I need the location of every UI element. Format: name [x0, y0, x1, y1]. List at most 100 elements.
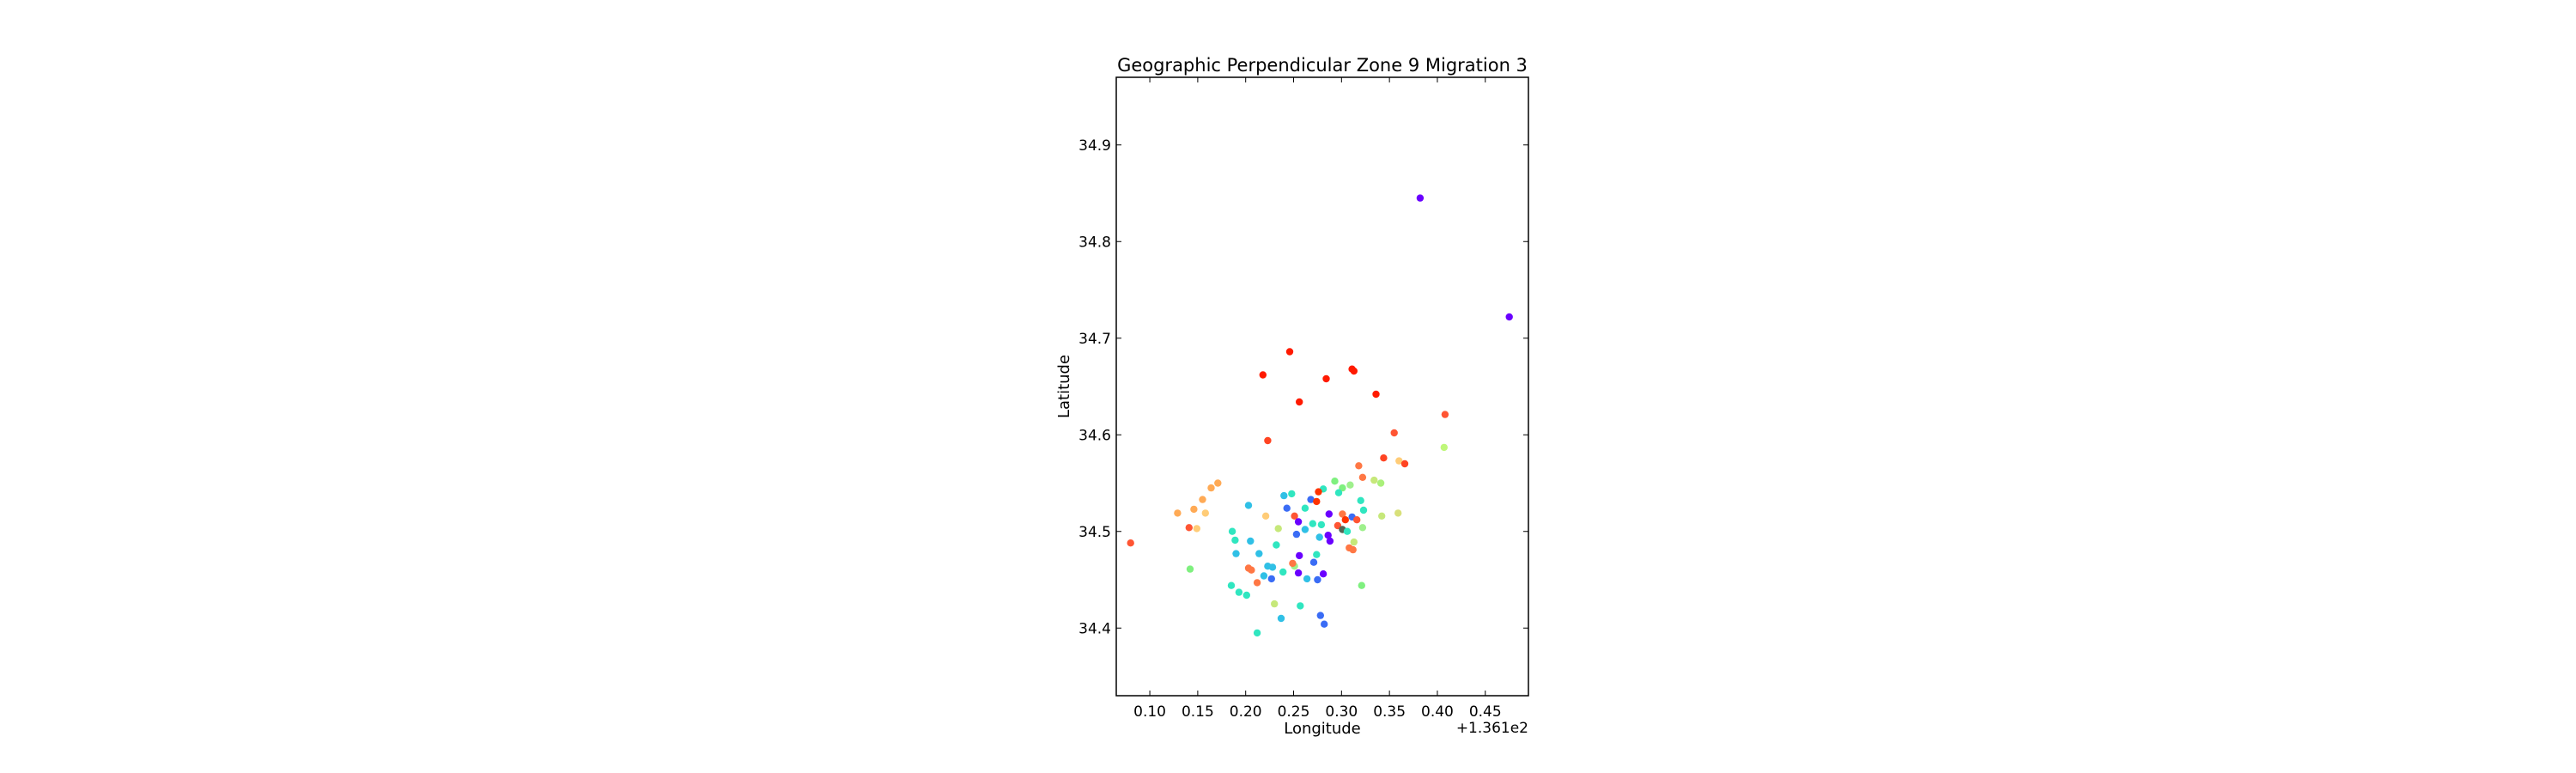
data-point [1274, 525, 1282, 533]
y-tick-label: 34.8 [1078, 234, 1111, 251]
data-point [1315, 488, 1322, 496]
y-tick-label: 34.9 [1078, 137, 1111, 155]
data-point [1325, 510, 1334, 518]
data-point [1248, 566, 1255, 574]
data-point [1319, 570, 1327, 578]
data-point [1313, 497, 1321, 506]
data-point [1315, 533, 1323, 541]
data-point [1207, 484, 1215, 492]
data-point [1280, 491, 1288, 500]
data-point [1277, 614, 1285, 623]
data-point [1309, 520, 1317, 527]
data-point [1350, 538, 1358, 546]
data-point [1326, 537, 1334, 545]
data-point [1370, 476, 1378, 484]
y-tick-label: 34.6 [1078, 427, 1111, 444]
data-point [1283, 504, 1291, 512]
data-point [1357, 496, 1364, 504]
data-point [1174, 509, 1182, 517]
data-point [1394, 509, 1402, 517]
data-point [1301, 526, 1309, 533]
data-point [1268, 563, 1277, 571]
data-point [1358, 524, 1367, 532]
data-point [1294, 518, 1303, 526]
data-point [1324, 532, 1332, 539]
data-point [1339, 510, 1346, 518]
data-point [1291, 512, 1298, 520]
data-point [1244, 502, 1253, 509]
data-point [1314, 575, 1321, 584]
data-point [1395, 457, 1403, 465]
data-point [1416, 194, 1425, 202]
y-tick-label: 34.4 [1078, 620, 1111, 637]
data-point [1358, 581, 1366, 589]
x-tick-label: 0.35 [1373, 703, 1406, 721]
data-point [1296, 398, 1303, 406]
data-point [1185, 524, 1194, 532]
data-point [1309, 558, 1318, 566]
data-point [1378, 512, 1386, 520]
data-point [1441, 411, 1449, 418]
data-point [1260, 572, 1268, 580]
x-tick-label: 0.40 [1421, 703, 1454, 721]
data-point [1313, 551, 1321, 558]
data-point [1288, 490, 1296, 498]
data-point [1285, 348, 1294, 356]
data-point [1190, 505, 1198, 514]
data-point [1321, 620, 1328, 628]
data-point [1372, 390, 1380, 399]
x-axis-ticks: 0.10 0.15 0.20 0.25 0.30 0.35 0.40 0.45 [1133, 77, 1502, 721]
x-offset-label: +1.361e2 [1456, 720, 1528, 737]
y-tick-label: 34.7 [1078, 331, 1111, 348]
data-point [1186, 565, 1194, 573]
y-tick-label: 34.5 [1078, 524, 1111, 541]
data-point [1303, 575, 1311, 583]
data-point [1400, 460, 1409, 468]
data-point [1214, 479, 1222, 487]
data-point [1317, 520, 1326, 529]
data-point [1235, 588, 1243, 596]
x-tick-label: 0.15 [1182, 703, 1214, 721]
data-point [1201, 509, 1210, 517]
data-point [1316, 612, 1325, 619]
data-point [1331, 478, 1339, 485]
y-axis-label: Latitude [1055, 355, 1073, 418]
data-point [1127, 539, 1134, 547]
data-point [1199, 496, 1206, 503]
x-tick-label: 0.30 [1325, 703, 1358, 721]
data-point [1380, 454, 1388, 462]
data-point [1279, 568, 1287, 576]
data-point [1227, 581, 1236, 589]
data-point [1334, 489, 1343, 496]
data-point [1232, 550, 1240, 557]
x-tick-label: 0.25 [1278, 703, 1310, 721]
x-tick-label: 0.20 [1230, 703, 1262, 721]
x-tick-label: 0.45 [1469, 703, 1502, 721]
data-point [1271, 600, 1279, 608]
data-point [1296, 551, 1303, 560]
data-point [1359, 506, 1368, 514]
scatter-points [1127, 194, 1513, 637]
x-tick-label: 0.10 [1133, 703, 1166, 721]
data-point [1253, 579, 1261, 587]
data-point [1346, 481, 1354, 489]
data-point [1294, 569, 1303, 577]
data-point [1440, 443, 1449, 452]
data-point [1376, 479, 1385, 487]
data-point [1349, 545, 1357, 554]
data-point [1253, 629, 1261, 637]
data-point [1301, 504, 1309, 512]
chart-title: Geographic Perpendicular Zone 9 Migratio… [1117, 55, 1528, 76]
data-point [1264, 436, 1272, 445]
data-point [1261, 512, 1270, 520]
data-point [1193, 525, 1201, 533]
data-point [1259, 371, 1267, 379]
data-point [1267, 575, 1276, 583]
data-point [1358, 473, 1367, 481]
data-point [1307, 496, 1315, 503]
data-point [1255, 550, 1263, 557]
data-point [1292, 530, 1301, 539]
data-point [1343, 527, 1352, 535]
data-point [1289, 559, 1297, 568]
